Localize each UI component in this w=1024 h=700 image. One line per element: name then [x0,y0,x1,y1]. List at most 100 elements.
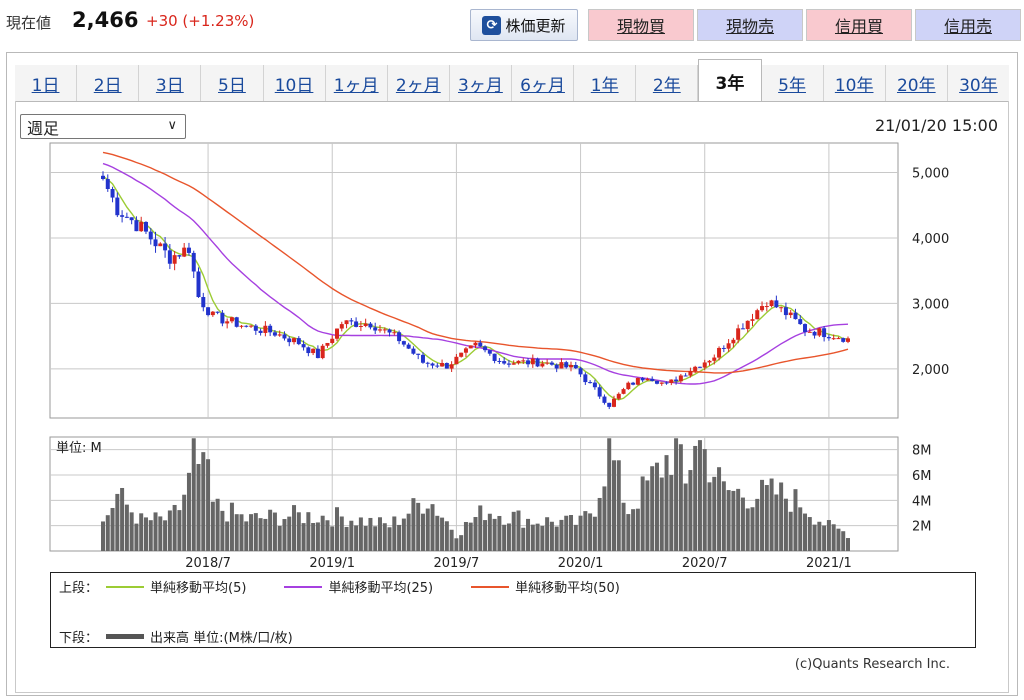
volume-bar [440,517,445,551]
volume-bar [387,527,392,551]
volume-bar [592,516,597,551]
volume-bar [139,513,144,551]
candle-body [196,271,201,298]
volume-bar [201,452,206,551]
volume-bar [401,518,406,551]
volume-y-tick-label: 6M [912,469,932,484]
candle-body [831,338,836,340]
candle-body [258,330,263,333]
candle-body [129,217,134,221]
candle-body [731,339,736,344]
candle-body [564,362,569,368]
volume-bar [783,498,788,551]
tab-14[interactable]: 20年 [885,65,948,101]
tab-1[interactable]: 2日 [77,65,140,101]
candle-body [846,338,850,342]
volume-bar [506,523,511,551]
candle-body [120,215,125,217]
candle-body [783,307,788,316]
candle-body [487,350,492,354]
candle-body [659,382,664,384]
candle-body [306,347,311,354]
candle-body [282,334,287,339]
candle-body [349,320,354,322]
candle-body [172,255,177,264]
margin-buy-button[interactable]: 信用買 [806,9,912,41]
candle-body [206,307,211,316]
refresh-price-button[interactable]: ⟳ 株価更新 [470,9,578,41]
tab-12[interactable]: 5年 [761,65,824,101]
volume-bar [822,525,827,551]
candle-body [311,348,316,354]
candle-body [478,342,483,347]
candle-body [511,363,516,365]
candle-body [559,362,564,369]
volume-bar [569,515,574,551]
top-bar: 現在値 2,466 +30 (+1.23%) ⟳ 株価更新 現物買 現物売 信用… [0,0,1024,44]
tab-4[interactable]: 10日 [263,65,326,101]
candle-body [363,323,368,326]
volume-bar [296,512,301,551]
tab-15[interactable]: 30年 [947,65,1009,101]
candle-body [210,311,215,316]
legend-item-volume: 出来高 単位:(M株/口/枚) [98,627,293,646]
volume-bar [578,515,583,551]
candle-body [287,338,292,343]
volume-bar [664,455,669,551]
cash-sell-button[interactable]: 現物売 [697,9,803,41]
tab-10[interactable]: 2年 [636,65,699,101]
candle-body [530,358,535,365]
volume-bar [153,512,158,551]
period-select[interactable]: 週足 ∨ [20,114,186,139]
tab-6[interactable]: 2ヶ月 [387,65,450,101]
tab-0[interactable]: 1日 [15,65,78,101]
volume-bar [225,521,230,551]
volume-bar [798,507,803,551]
volume-bar [559,519,564,551]
candle-body [454,356,459,365]
cash-buy-button[interactable]: 現物買 [588,9,694,41]
volume-bar [311,522,316,551]
legend-item-ma25: 単純移動平均(25) [276,577,433,596]
candle-body [449,364,454,369]
tab-7[interactable]: 3ヶ月 [449,65,512,101]
volume-bar [764,485,769,551]
tab-5[interactable]: 1ヶ月 [325,65,388,101]
volume-bar [277,525,282,551]
candle-body [616,393,621,399]
volume-unit-label: 単位: M [56,440,102,456]
margin-sell-button[interactable]: 信用売 [915,9,1021,41]
volume-bar [645,480,650,551]
candle-body [793,312,798,320]
current-price-label: 現在値 [6,14,52,32]
candle-body [826,337,831,339]
tab-11[interactable]: 3年 [698,59,762,102]
volume-y-tick-label: 2M [912,520,932,535]
chart-panel [15,101,1009,693]
volume-bar [654,462,659,551]
candle-body [693,366,698,372]
candle-body [440,362,445,367]
x-tick-label: 2020/7 [682,556,728,571]
volume-bar [349,520,354,551]
tab-8[interactable]: 6ヶ月 [512,65,575,101]
candle-body [158,243,163,247]
volume-bar [306,512,311,551]
candle-body [143,221,148,232]
tab-9[interactable]: 1年 [574,65,637,101]
x-tick-label: 2021/1 [806,556,852,571]
candle-body [545,362,550,364]
candle-body [397,332,402,342]
volume-bar [740,497,745,551]
tab-3[interactable]: 5日 [201,65,264,101]
tab-13[interactable]: 10年 [823,65,886,101]
volume-bar [287,516,292,551]
volume-bar [669,475,674,551]
tab-2[interactable]: 3日 [139,65,202,101]
volume-bar [526,518,531,551]
volume-bar [325,520,330,551]
candle-body [249,325,254,327]
candle-body [115,197,120,216]
volume-bar [521,527,526,551]
volume-bar [377,517,382,551]
